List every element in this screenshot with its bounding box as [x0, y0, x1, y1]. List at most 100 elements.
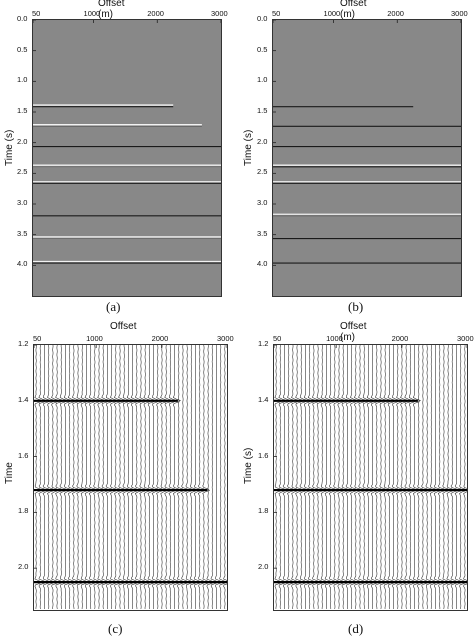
seismic-trace [63, 345, 72, 610]
seismic-trace [210, 345, 220, 610]
seismic-trace [324, 345, 334, 610]
y-tick-label: 2.5 [17, 167, 28, 177]
y-tick-label: 2.0 [18, 562, 29, 572]
figure-caption: (c) [108, 621, 123, 636]
seismic-trace [143, 345, 152, 610]
reflection-event [33, 124, 202, 127]
seismic-trace [429, 345, 438, 610]
y-tick-label: 3.5 [17, 228, 28, 238]
reflection-event [33, 236, 221, 239]
y-tick-label: 3.0 [257, 198, 268, 207]
x-axis-title: Offset (m) [98, 0, 125, 20]
seismic-trace [463, 345, 467, 610]
x-tick-label: 50 [33, 334, 42, 343]
x-tick-label: 1000 [323, 9, 341, 18]
seismic-trace [437, 345, 447, 610]
seismic-trace [151, 345, 161, 610]
y-tick-label: 1.6 [258, 450, 269, 460]
seismic-trace [185, 345, 194, 610]
x-tick-label: 1000 [326, 334, 343, 343]
seismic-trace [80, 345, 89, 610]
seismic-trace [126, 345, 135, 610]
figure-caption: (a) [106, 299, 121, 314]
seismic-trace [412, 345, 422, 610]
seismic-trace [350, 345, 359, 610]
seismic-trace [97, 345, 106, 610]
seismic-trace [278, 345, 288, 610]
seismic-trace [118, 345, 127, 610]
seismic-trace [34, 345, 43, 610]
seismic-trace [374, 345, 384, 610]
seismic-trace [114, 345, 123, 610]
seismic-trace [383, 345, 392, 610]
x-axis-title: Offset [110, 321, 137, 332]
seismic-trace [446, 345, 455, 610]
wiggle-trace-plot [33, 344, 228, 611]
figure-caption: (d) [348, 621, 364, 636]
y-tick-label: 2.0 [257, 136, 268, 146]
seismic-trace [400, 345, 409, 610]
y-tick-label: 1.2 [18, 339, 29, 348]
seismic-trace [193, 345, 203, 610]
seismic-trace [454, 345, 464, 610]
x-tick-label: 1000 [83, 9, 101, 18]
y-tick-label: 1.5 [17, 106, 28, 115]
seismic-trace [333, 345, 342, 610]
reflection-event [33, 181, 221, 184]
reflection-event [33, 104, 174, 108]
seismic-trace [105, 345, 115, 610]
y-tick-label: 1.8 [258, 506, 269, 516]
seismic-trace [51, 345, 60, 610]
seismic-trace [42, 345, 52, 609]
seismic-trace [391, 345, 401, 610]
seismic-trace [88, 345, 98, 610]
y-tick-label: 0.5 [17, 44, 28, 54]
seismic-trace [122, 345, 131, 610]
x-axis-title: Offset (m) [340, 0, 367, 20]
seismic-trace [274, 345, 283, 610]
seismic-trace [307, 345, 317, 610]
seismic-trace [139, 345, 148, 610]
x-tick-label: 50 [273, 334, 282, 343]
seismic-trace [425, 345, 434, 610]
seismic-section-plot [32, 19, 222, 297]
seismic-trace [55, 345, 64, 610]
seismic-trace [84, 345, 94, 610]
plot-canvas [33, 20, 221, 296]
x-tick-label: 1000 [86, 334, 103, 343]
seismic-trace [311, 345, 321, 610]
seismic-trace [421, 345, 430, 610]
seismic-trace [67, 345, 77, 610]
wiggle-trace-plot [273, 344, 468, 611]
seismic-trace [295, 345, 304, 610]
seismic-trace [287, 345, 296, 610]
seismic-trace [303, 345, 312, 610]
x-tick-label: 50 [32, 9, 41, 18]
seismic-trace [299, 345, 308, 610]
plot-canvas [34, 345, 227, 610]
seismic-trace [362, 345, 371, 610]
seismic-trace [459, 345, 467, 610]
reflection-event [273, 164, 461, 168]
y-tick-label: 3.0 [17, 198, 28, 207]
seismic-trace [59, 345, 68, 610]
y-tick-label: 4.0 [257, 259, 268, 269]
seismic-trace [370, 345, 380, 610]
seismic-trace [130, 345, 140, 610]
reflection-event [273, 213, 461, 217]
x-tick-label: 50 [272, 9, 281, 18]
y-tick-label: 1.0 [17, 75, 28, 85]
y-axis-title: Time (s) [243, 129, 254, 166]
seismic-trace [197, 345, 207, 610]
wiggle-background [34, 345, 227, 610]
seismic-trace [404, 345, 414, 610]
y-axis-title: Time [4, 462, 15, 484]
seismic-trace [47, 345, 56, 610]
x-tick-label: 3000 [217, 334, 234, 343]
seismic-trace [172, 345, 182, 610]
x-tick-label: 3000 [457, 334, 474, 343]
y-tick-label: 1.4 [258, 394, 269, 404]
seismic-trace [181, 345, 190, 610]
seismic-trace [76, 345, 85, 610]
seismic-trace [147, 345, 157, 610]
